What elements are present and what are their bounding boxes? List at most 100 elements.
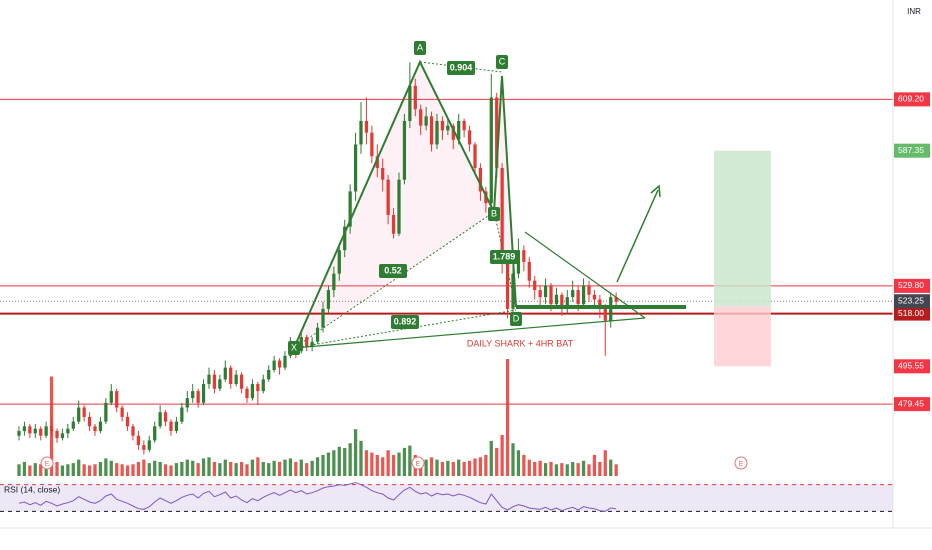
- ratio-label: 0.52: [384, 265, 402, 275]
- pattern-dotted: [293, 211, 495, 349]
- pattern-point: D: [513, 313, 520, 323]
- candle-body: [201, 384, 206, 403]
- volume-bar: [343, 447, 347, 476]
- volume-bar: [543, 463, 548, 476]
- candle-body: [82, 407, 86, 417]
- volume-bar: [424, 459, 428, 476]
- volume-bar: [71, 463, 75, 476]
- pattern-point-box: [488, 207, 500, 221]
- candle-body: [533, 280, 537, 291]
- event-marker: [734, 456, 748, 470]
- candle-body: [191, 391, 195, 399]
- volume-bar: [429, 457, 434, 476]
- volume-bar: [55, 461, 59, 476]
- volume-bar: [277, 461, 282, 476]
- candle-body: [451, 125, 455, 140]
- volume-bar: [131, 464, 135, 476]
- candle-body: [93, 426, 97, 432]
- ratio-label: 0.904: [450, 62, 473, 72]
- volume-bar: [104, 458, 108, 476]
- last-price-box: [894, 294, 930, 309]
- candle-body: [364, 120, 369, 133]
- candle-body: [511, 273, 515, 309]
- volume-bar: [191, 460, 195, 476]
- candle-body: [565, 297, 569, 309]
- volume-bar: [614, 464, 618, 476]
- volume-bar: [522, 454, 526, 476]
- event-label: E: [416, 461, 421, 468]
- candle-body: [66, 428, 70, 434]
- volume-bar: [533, 461, 537, 476]
- candle-body: [326, 290, 331, 309]
- volume-bar: [598, 461, 602, 476]
- candle-body: [277, 360, 282, 368]
- volume-bar: [565, 464, 569, 476]
- target-zone: [714, 150, 771, 307]
- candle-body: [581, 285, 586, 305]
- volume-bar: [299, 459, 303, 476]
- stop-zone: [714, 306, 771, 367]
- candle-body: [17, 431, 21, 436]
- candle-body: [250, 384, 255, 399]
- volume-bar: [60, 465, 65, 476]
- volume-bar: [462, 461, 466, 476]
- pattern-point: A: [417, 42, 423, 52]
- volume-bar: [77, 459, 81, 476]
- volume-bar: [201, 458, 206, 476]
- candle-body: [478, 167, 483, 192]
- pattern-point: C: [499, 56, 506, 66]
- volume-bar: [516, 450, 521, 476]
- volume-bar: [93, 464, 97, 476]
- volume-bar: [294, 461, 298, 476]
- volume-bar: [98, 461, 103, 476]
- volume-bar: [554, 464, 559, 476]
- candle-body: [245, 388, 249, 399]
- ratio-label: 1.789: [493, 251, 516, 261]
- volume-bar: [375, 454, 379, 476]
- candle-body: [71, 421, 75, 429]
- volume-bar: [440, 461, 445, 476]
- candle-body: [44, 426, 48, 436]
- candle-body: [543, 285, 548, 298]
- candle-body: [321, 308, 325, 328]
- pattern-lines: [293, 59, 686, 349]
- volume-bar: [28, 465, 32, 476]
- candle-body: [522, 250, 526, 262]
- event-marker: [411, 456, 425, 470]
- trendline: [524, 231, 646, 319]
- candle-body: [169, 421, 173, 432]
- level-box: [894, 306, 930, 321]
- candle-body: [256, 384, 260, 392]
- volume-bar: [17, 464, 21, 476]
- pattern-point-box: [510, 312, 522, 326]
- volume-bar: [153, 460, 157, 476]
- candle-body: [467, 130, 472, 145]
- ratio-label: 0.892: [394, 316, 417, 326]
- level-label: 529.80: [898, 280, 924, 290]
- volume-bar: [353, 429, 358, 476]
- volume-bar: [402, 447, 407, 476]
- candle-body: [495, 97, 499, 168]
- candle-body: [239, 374, 244, 389]
- volume-bar: [234, 463, 238, 476]
- volume-bar: [451, 461, 455, 476]
- volume-bar: [163, 464, 168, 476]
- volume-bar: [505, 359, 510, 476]
- volume-bar: [185, 459, 189, 476]
- volume-bar: [39, 464, 43, 476]
- volume-bar: [381, 457, 385, 476]
- level-box: [894, 278, 930, 293]
- volume-bar: [239, 461, 244, 476]
- volume-bar: [283, 459, 287, 476]
- candle-body: [391, 214, 396, 234]
- candle-body: [136, 435, 141, 446]
- volume-bar: [261, 461, 265, 476]
- volume-bar: [581, 460, 586, 476]
- candle-body: [207, 374, 211, 385]
- volume-bar: [538, 460, 542, 476]
- arrow: [616, 189, 659, 283]
- stop-box: [894, 359, 930, 374]
- candle-body: [462, 120, 466, 131]
